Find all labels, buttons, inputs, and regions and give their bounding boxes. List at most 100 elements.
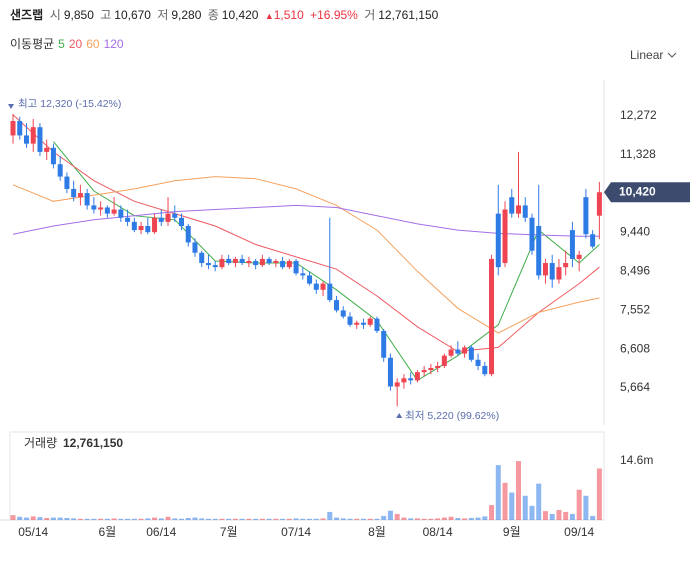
marker [8, 104, 14, 109]
scale-mode: Linear [630, 48, 664, 62]
candle-body [529, 217, 535, 251]
label: 저 [157, 8, 169, 22]
candle-body [17, 121, 23, 136]
value: 10,670 [114, 8, 151, 22]
value: 10,420 [221, 8, 259, 22]
stock-name: 샌즈랩 [10, 8, 44, 22]
volume-bar [455, 517, 461, 520]
volume-bar [131, 518, 137, 520]
x-tick-label: 7월 [220, 525, 238, 539]
volume-bar [145, 518, 151, 520]
candle-body [360, 322, 366, 325]
volume-bar [138, 518, 144, 520]
candle-body [401, 378, 407, 383]
volume-bar [179, 518, 184, 520]
candle-body [37, 127, 43, 152]
candle-body [569, 230, 575, 259]
candle-body [387, 357, 393, 387]
volume-title: 거래량 [24, 436, 57, 450]
volume-bar [381, 515, 387, 520]
volume-bar [596, 468, 602, 520]
volume-bar [172, 518, 178, 520]
label: 고 [100, 8, 112, 22]
volume-bar [435, 518, 441, 520]
y-tick-label: 6,608 [620, 341, 650, 355]
volume-bar [522, 495, 528, 520]
candle-body [495, 213, 501, 268]
candle-body [280, 260, 286, 268]
candle-body [414, 372, 420, 381]
candle-body [563, 263, 569, 268]
volume-bar [259, 518, 265, 520]
y-tick-label: 11,328 [620, 147, 656, 161]
candle-body [219, 258, 225, 268]
volume-bar [266, 518, 272, 520]
volume-bar [111, 518, 117, 520]
candle-body [44, 147, 50, 152]
ma-line [12, 204, 600, 237]
ma-legend: 이동평균 5 20 60 120 [10, 35, 128, 52]
ma-title: 이동평균 [10, 37, 55, 51]
candle-body [212, 265, 218, 268]
y-tick-label: 12,272 [620, 108, 657, 122]
candle-body [556, 267, 562, 280]
volume-bar [334, 517, 340, 520]
volume-bar [576, 489, 582, 520]
candle-body [307, 275, 313, 284]
candle-body [522, 205, 528, 218]
value: 12,761,150 [378, 8, 439, 22]
x-tick-label: 09/14 [564, 525, 594, 539]
volume-bar [542, 511, 548, 520]
legend-entry: 120 [103, 37, 124, 51]
candle-body [327, 283, 333, 301]
label: 종 [207, 8, 219, 22]
candle-body [293, 260, 299, 274]
candle-body [340, 310, 346, 317]
candle-body [179, 217, 184, 226]
label: 거 [364, 8, 376, 22]
candle-body [104, 207, 110, 214]
candle-body [172, 213, 178, 218]
volume-bar [91, 518, 97, 520]
x-tick-label: 6월 [99, 525, 117, 539]
candle-body [158, 217, 164, 222]
volume-bar [293, 518, 299, 520]
volume-bar [347, 518, 353, 520]
candle-body [394, 382, 400, 387]
volume-bar [280, 518, 286, 520]
volume-bar [549, 513, 555, 520]
candle-body [138, 225, 144, 231]
volume-bar [374, 518, 380, 520]
candle-body [435, 365, 441, 369]
volume-bar [387, 510, 393, 520]
volume-bar [367, 518, 373, 520]
candle-body [489, 258, 495, 375]
volume-bar [408, 518, 414, 520]
volume-bar [569, 513, 575, 520]
candle-body [205, 263, 211, 266]
candle-body [590, 234, 596, 247]
volume-bar [475, 517, 481, 520]
volume-bar [300, 518, 306, 520]
volume-bar [354, 518, 360, 520]
ma-line [53, 141, 600, 382]
candle-body [71, 188, 77, 198]
candle-body [354, 322, 360, 325]
candle-body [246, 260, 252, 264]
scale-select[interactable]: Linear [630, 48, 677, 62]
candle-body [300, 273, 306, 276]
volume-bar [165, 516, 171, 520]
candle-body [468, 347, 474, 360]
y-tick-label: 8,496 [620, 264, 650, 278]
candle-body [232, 258, 238, 264]
ma-line [12, 114, 600, 353]
candle-body [448, 349, 454, 356]
volume-label: 12,761,150 [63, 436, 123, 450]
candle-body [125, 217, 131, 222]
candle-body [549, 263, 555, 280]
x-tick-label: 07/14 [281, 525, 311, 539]
candle-body [192, 242, 198, 253]
candle-body [381, 330, 387, 358]
